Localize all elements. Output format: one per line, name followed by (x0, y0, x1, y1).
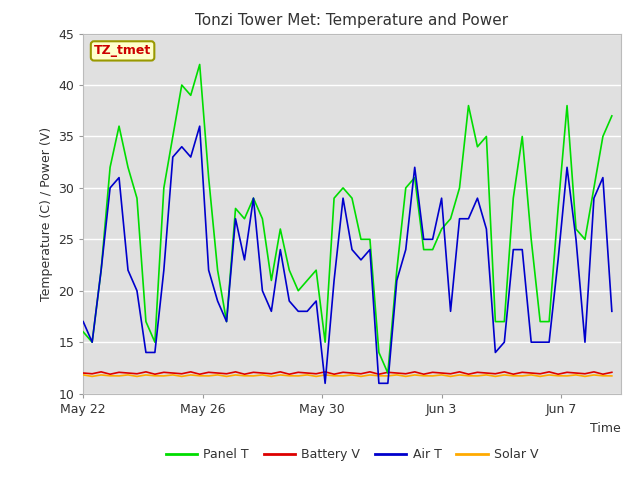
Text: Time: Time (590, 422, 621, 435)
Legend: Panel T, Battery V, Air T, Solar V: Panel T, Battery V, Air T, Solar V (161, 443, 543, 466)
Title: Tonzi Tower Met: Temperature and Power: Tonzi Tower Met: Temperature and Power (195, 13, 509, 28)
Text: TZ_tmet: TZ_tmet (94, 44, 151, 58)
Y-axis label: Temperature (C) / Power (V): Temperature (C) / Power (V) (40, 127, 52, 300)
